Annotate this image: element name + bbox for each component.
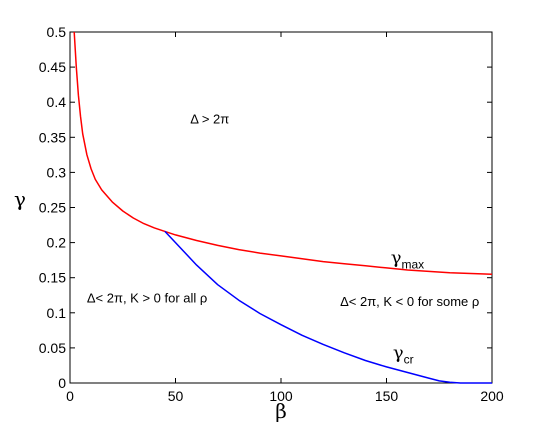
y-axis-label: γ [14, 187, 26, 211]
y-tick-label: 0.05 [39, 340, 66, 356]
series-line-γcr [164, 230, 492, 384]
y-tick-label: 0.1 [47, 305, 67, 321]
y-tick-label: 0.3 [47, 164, 67, 180]
region-annotation: Δ< 2π, K > 0 for all ρ [87, 290, 207, 305]
x-tick-label: 50 [168, 388, 184, 404]
x-tick-label: 0 [66, 388, 74, 404]
y-tick-label: 0.25 [39, 200, 66, 216]
y-tick-label: 0.15 [39, 270, 66, 286]
tick-labels: 0 50 100 150 200 0 0.05 0.1 0.15 0.2 0.25 0.3 0.35 0.… [39, 24, 504, 404]
y-tick-label: 0.4 [47, 94, 67, 110]
y-tick-label: 0.5 [47, 24, 67, 40]
y-tick-label: 0.35 [39, 129, 66, 145]
x-tick-label: 100 [269, 388, 293, 404]
series-label-sub: cr [404, 352, 414, 366]
series-label-sub: max [401, 258, 424, 272]
region-annotation: Δ > 2π [190, 111, 229, 126]
y-tick-label: 0.45 [39, 59, 66, 75]
series-line-γmax [73, 31, 493, 275]
x-tick-label: 150 [375, 388, 399, 404]
plot-frame [69, 31, 493, 384]
y-tick-label: 0 [58, 375, 66, 391]
y-tick-label: 0.2 [47, 235, 67, 251]
series-layer [73, 31, 493, 384]
x-axis-label: β [275, 399, 287, 423]
region-annotation: Δ< 2π, K < 0 for some ρ [340, 294, 479, 309]
x-tick-label: 200 [480, 388, 504, 404]
